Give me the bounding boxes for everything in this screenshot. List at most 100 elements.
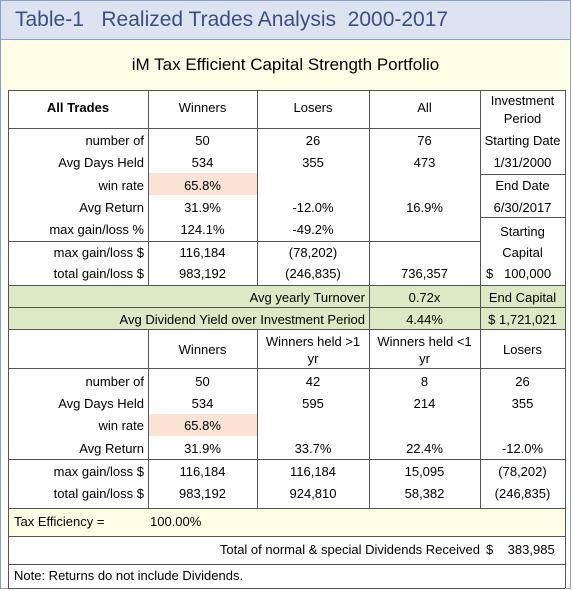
grid-line — [8, 588, 565, 589]
bottom-cell-held_gt1: 116,184 — [289, 464, 337, 479]
grid-line — [8, 329, 565, 330]
header2-losers: Losers — [502, 342, 543, 357]
header2-winners: Winners — [178, 342, 227, 357]
grid-line — [480, 90, 481, 329]
grid-line — [565, 90, 566, 588]
top-cell-winners: 534 — [191, 155, 214, 170]
starting-capital-label: Starting Capital — [500, 224, 545, 260]
grid-line — [8, 459, 565, 460]
header-investment-period: Investment Period — [490, 93, 555, 126]
grid-line — [257, 329, 258, 508]
grid-line — [8, 128, 480, 129]
grid-line — [8, 241, 480, 242]
grid-line — [8, 508, 565, 509]
top-cell-label: max gain/loss % — [49, 222, 144, 237]
top-cell-winners: 31.9% — [184, 200, 221, 215]
turnover-value: 0.72x — [408, 290, 441, 305]
top-cell-winners: 50 — [195, 133, 210, 148]
bottom-cell-held_lt1: 8 — [420, 374, 429, 389]
tax-efficiency-label: Tax Efficiency = — [14, 514, 105, 529]
win-rate-highlight-top — [148, 173, 257, 195]
end-date-label: End Date — [495, 178, 550, 193]
header2-held-gt1: Winners held >1 yr — [265, 334, 361, 366]
tax-efficiency-bar — [8, 508, 565, 536]
top-cell-losers: (246,835) — [285, 266, 341, 281]
grid-line — [369, 90, 370, 329]
bottom-cell-losers: (78,202) — [498, 464, 547, 479]
dividends-label: Total of normal & special Dividends Rece… — [219, 542, 480, 557]
grid-line — [8, 536, 565, 537]
bottom-cell-held_lt1: 58,382 — [404, 486, 445, 501]
grid-line — [8, 307, 565, 308]
header-winners: Winners — [178, 100, 227, 115]
end-date-value: 6/30/2017 — [493, 200, 552, 215]
bottom-cell-held_lt1: 214 — [413, 396, 436, 411]
bottom-cell-winners: 534 — [191, 396, 214, 411]
grid-line — [148, 90, 149, 285]
grid-line — [8, 564, 565, 565]
bottom-cell-losers: 26 — [515, 374, 530, 389]
turnover-label: Avg yearly Turnover — [249, 290, 365, 305]
header-losers: Losers — [293, 100, 333, 115]
top-cell-all: 16.9% — [406, 200, 443, 215]
top-cell-label: max gain/loss $ — [53, 245, 144, 260]
bottom-cell-winners: 983,192 — [179, 486, 226, 501]
starting-date-value: 1/31/2000 — [493, 155, 552, 170]
top-cell-losers: -49.2% — [292, 222, 334, 237]
win-rate-highlight-bottom — [148, 414, 257, 436]
portfolio-name-bar: iM Tax Efficient Capital Strength Portfo… — [0, 40, 571, 90]
bottom-cell-losers: -12.0% — [501, 441, 544, 456]
bottom-cell-held_gt1: 42 — [305, 374, 321, 389]
top-cell-winners: 124.1% — [180, 222, 225, 237]
starting-capital-value: $ 100,000 — [486, 266, 552, 281]
grid-line — [257, 90, 258, 285]
top-cell-winners: 65.8% — [184, 178, 221, 193]
bottom-cell-label: number of — [85, 374, 144, 389]
bottom-cell-label: Avg Days Held — [58, 396, 144, 411]
portfolio-name: iM Tax Efficient Capital Strength Portfo… — [131, 55, 440, 74]
grid-line — [369, 329, 370, 508]
grid-line — [8, 368, 565, 369]
grid-line — [8, 90, 565, 91]
bottom-cell-held_gt1: 33.7% — [294, 441, 332, 456]
end-capital-value: $ 1,721,021 — [488, 312, 557, 327]
bottom-cell-label: max gain/loss $ — [53, 464, 144, 479]
bottom-cell-held_gt1: 595 — [302, 396, 324, 411]
top-cell-label: win rate — [98, 178, 144, 193]
dividend-yield-value: 4.44% — [406, 312, 443, 327]
bottom-cell-label: Avg Return — [79, 441, 144, 456]
top-cell-label: number of — [85, 133, 144, 148]
top-cell-losers: (78,202) — [288, 245, 338, 260]
bottom-cell-winners: 31.9% — [184, 441, 221, 456]
grid-line — [480, 217, 565, 218]
bottom-cell-label: win rate — [98, 418, 144, 433]
top-cell-losers: 26 — [305, 133, 321, 148]
end-capital-label: End Capital — [488, 290, 557, 305]
starting-date-label: Starting Date — [484, 133, 561, 148]
bottom-cell-held_lt1: 15,095 — [404, 464, 445, 479]
table-title: Table-1 Realized Trades Analysis 2000-20… — [15, 8, 449, 31]
grid-line — [8, 285, 565, 286]
bottom-cell-winners: 65.8% — [184, 418, 221, 433]
top-cell-all: 473 — [413, 155, 436, 170]
top-cell-all: 76 — [417, 133, 432, 148]
top-cell-label: Avg Return — [79, 200, 144, 215]
header-all: All — [417, 100, 432, 115]
top-cell-all: 736,357 — [401, 266, 448, 281]
table-title-bar: Table-1 Realized Trades Analysis 2000-20… — [0, 0, 571, 40]
bottom-cell-losers: (246,835) — [494, 486, 551, 501]
top-cell-winners: 983,192 — [179, 266, 226, 281]
bottom-cell-held_lt1: 22.4% — [406, 441, 443, 456]
top-cell-label: Avg Days Held — [58, 155, 144, 170]
bottom-cell-winners: 50 — [195, 374, 210, 389]
bottom-cell-winners: 116,184 — [179, 464, 226, 479]
bottom-cell-label: total gain/loss $ — [53, 486, 144, 501]
footnote: Note: Returns do not include Dividends. — [14, 568, 244, 583]
grid-line — [480, 329, 481, 508]
grid-line — [480, 174, 565, 175]
top-cell-label: total gain/loss $ — [53, 266, 144, 281]
header-all-trades: All Trades — [46, 100, 110, 115]
top-cell-winners: 116,184 — [179, 245, 226, 260]
grid-line — [8, 90, 9, 588]
